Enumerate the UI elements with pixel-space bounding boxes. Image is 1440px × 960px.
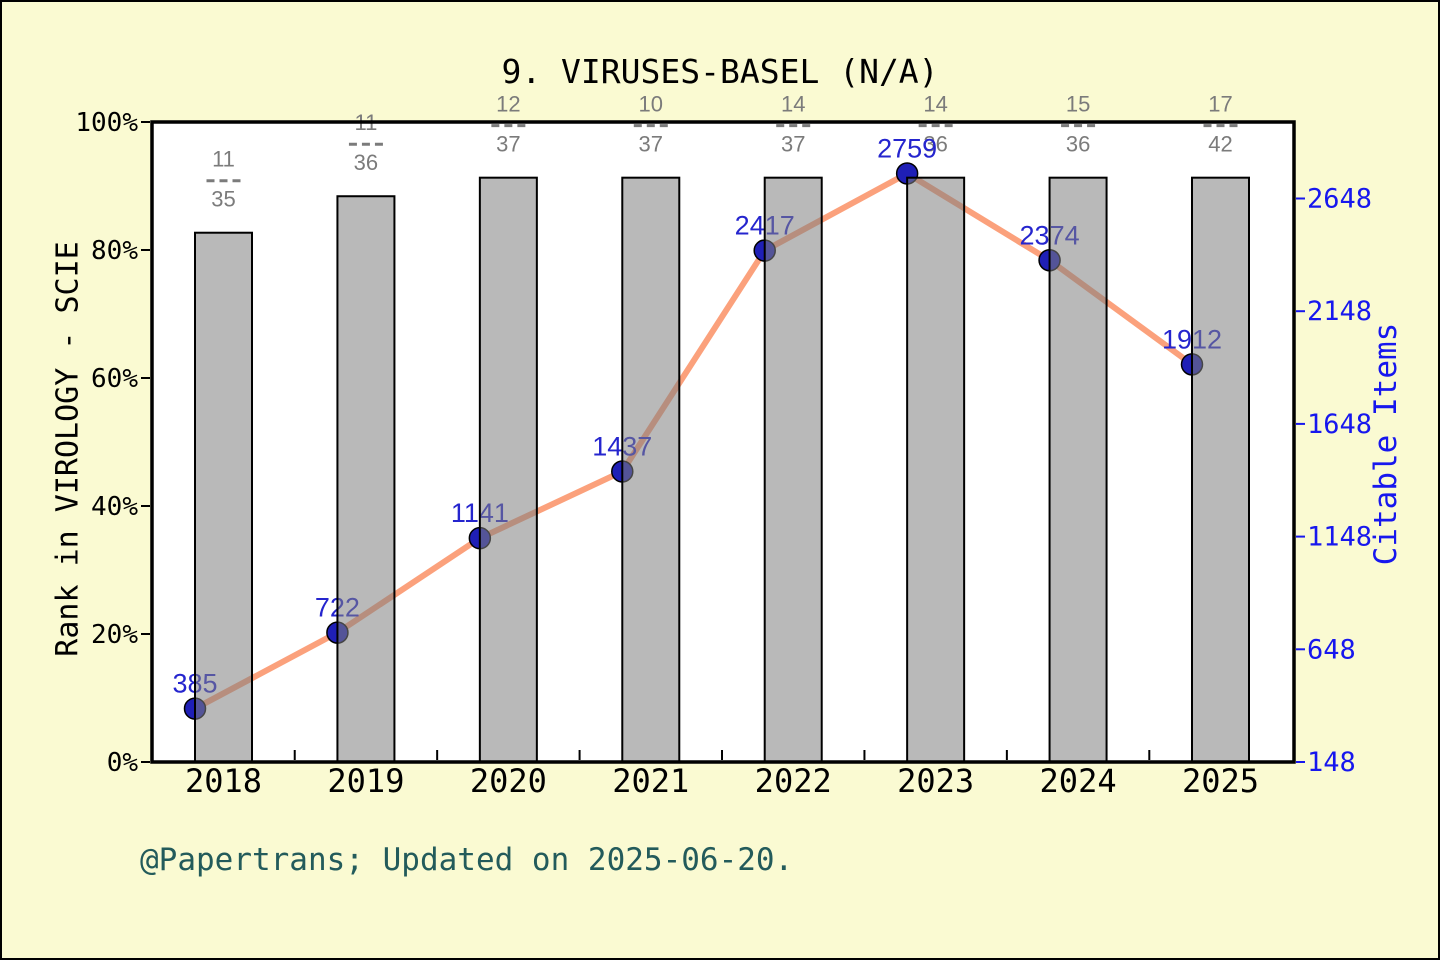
left-tick-label: 60% bbox=[91, 364, 138, 394]
rank-bar bbox=[336, 195, 396, 764]
rank-fraction-numerator: 14 bbox=[923, 92, 947, 117]
left-tick-label: 20% bbox=[91, 620, 138, 650]
rank-fraction-denominator: 37 bbox=[639, 132, 663, 157]
rank-fraction-numerator: 11 bbox=[212, 147, 235, 172]
rank-fraction-denominator: 37 bbox=[496, 132, 520, 157]
left-tick-label: 80% bbox=[91, 236, 138, 266]
rank-bar bbox=[478, 176, 538, 763]
rank-fraction-numerator: 10 bbox=[639, 92, 663, 117]
x-tick-label: 2020 bbox=[470, 762, 547, 800]
right-tick-label: 148 bbox=[1307, 747, 1356, 778]
rank-bar bbox=[1191, 176, 1250, 763]
rank-fraction-denominator: 37 bbox=[781, 132, 805, 157]
right-tick-label: 2148 bbox=[1307, 296, 1372, 327]
right-tick-label: 1148 bbox=[1307, 522, 1372, 553]
rank-bar bbox=[1048, 176, 1108, 763]
left-tick-label: 0% bbox=[107, 748, 139, 778]
rank-bar bbox=[194, 231, 253, 764]
rank-bar bbox=[906, 176, 966, 763]
plot-border bbox=[150, 120, 1296, 764]
right-tick-label: 2648 bbox=[1307, 184, 1372, 215]
rank-fraction-numerator: 14 bbox=[781, 92, 805, 117]
rank-bar bbox=[763, 176, 823, 763]
chart-title: 9. VIRUSES-BASEL (N/A) bbox=[501, 52, 939, 91]
left-tick-label: 40% bbox=[91, 492, 138, 522]
rank-fraction-denominator: 36 bbox=[1066, 132, 1090, 157]
x-tick-label: 2021 bbox=[612, 762, 689, 800]
rank-fraction-numerator: 12 bbox=[496, 92, 520, 117]
x-tick-label: 2019 bbox=[327, 762, 404, 800]
plot-background bbox=[152, 122, 1294, 762]
right-tick-label: 648 bbox=[1307, 634, 1356, 665]
rank-bar bbox=[621, 176, 681, 763]
rank-fraction-denominator: 35 bbox=[211, 187, 235, 212]
rank-fraction-denominator: 36 bbox=[354, 150, 378, 175]
left-tick-label: 100% bbox=[75, 108, 138, 138]
rank-fraction-denominator: 42 bbox=[1208, 132, 1232, 157]
rank-fraction-denominator: 36 bbox=[923, 132, 947, 157]
citable-items-value-label: 2759 bbox=[877, 133, 937, 163]
right-tick-label: 1648 bbox=[1307, 409, 1372, 440]
footer-credit: @Papertrans; Updated on 2025-06-20. bbox=[140, 842, 794, 878]
rank-fraction-numerator: 17 bbox=[1208, 92, 1232, 117]
x-tick-label: 2024 bbox=[1040, 762, 1117, 800]
x-tick-label: 2022 bbox=[755, 762, 832, 800]
rank-fraction-numerator: 15 bbox=[1066, 92, 1090, 117]
x-tick-label: 2025 bbox=[1182, 762, 1259, 800]
x-tick-label: 2018 bbox=[185, 762, 262, 800]
x-tick-label: 2023 bbox=[897, 762, 974, 800]
